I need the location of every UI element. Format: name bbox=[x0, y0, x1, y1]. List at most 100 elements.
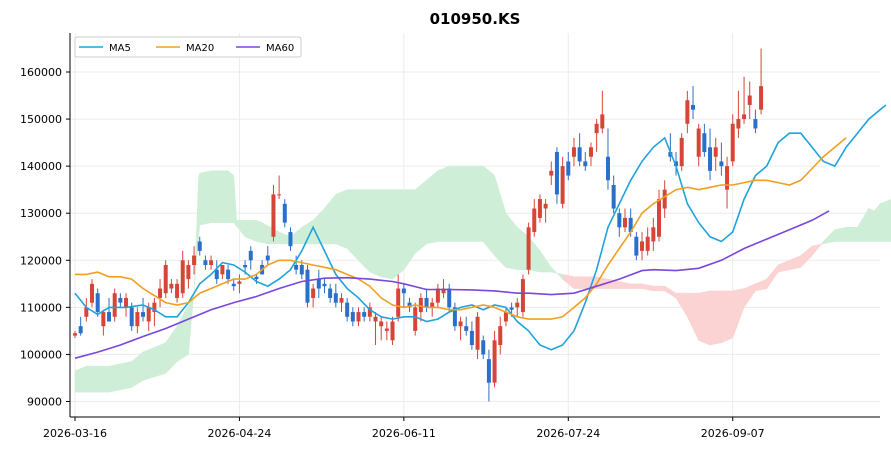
line-ma5 bbox=[74, 104, 887, 351]
candle-body bbox=[214, 269, 219, 280]
cloud-segment bbox=[199, 170, 212, 226]
candle-body bbox=[124, 297, 129, 308]
cloud-segment bbox=[811, 240, 824, 257]
legend-box bbox=[74, 36, 302, 58]
y-tick-label: 90000 bbox=[27, 396, 62, 409]
candle-body bbox=[84, 307, 89, 317]
candle-body bbox=[305, 269, 310, 303]
candle-body bbox=[532, 208, 537, 233]
x-tick-label: 2026-06-11 bbox=[372, 427, 436, 440]
cloud-segment bbox=[131, 351, 144, 388]
candle-body bbox=[634, 236, 639, 256]
candle-body bbox=[583, 161, 588, 167]
candle-body bbox=[679, 137, 684, 167]
cloud-segment bbox=[86, 365, 110, 393]
cloud-segment bbox=[108, 361, 132, 393]
cloud-segment bbox=[380, 189, 393, 280]
cloud-segment bbox=[845, 227, 858, 242]
candle-body bbox=[520, 279, 525, 313]
cloud-segment bbox=[743, 283, 756, 309]
cloud-segment bbox=[539, 249, 552, 273]
cloud-segment bbox=[789, 255, 802, 271]
cloud-segment bbox=[823, 228, 836, 245]
candle-body bbox=[226, 269, 231, 280]
candle-body bbox=[759, 86, 764, 110]
cloud-segment bbox=[494, 175, 507, 269]
cloud-segment bbox=[664, 285, 677, 299]
candle-body bbox=[135, 312, 140, 327]
cloud-segment bbox=[879, 198, 891, 242]
cloud-segment bbox=[426, 170, 439, 245]
candle-body bbox=[282, 203, 287, 223]
cloud-segment bbox=[868, 208, 875, 242]
candle-body bbox=[685, 100, 690, 124]
candle-body bbox=[243, 264, 248, 268]
candle-body bbox=[600, 114, 605, 129]
candle-body bbox=[447, 288, 452, 308]
cloud-segment bbox=[482, 165, 495, 257]
candle-body bbox=[588, 147, 593, 157]
candle-body bbox=[356, 312, 361, 322]
candle-body bbox=[333, 293, 338, 303]
candle-body bbox=[203, 260, 208, 265]
cloud-segment bbox=[392, 189, 405, 280]
cloud-segment bbox=[505, 212, 518, 271]
y-tick-label: 110000 bbox=[20, 301, 62, 314]
cloud-segment bbox=[233, 175, 237, 228]
y-tick-label: 140000 bbox=[20, 160, 62, 173]
candle-body bbox=[254, 276, 259, 280]
line-ma20 bbox=[75, 137, 847, 320]
line-ma60 bbox=[74, 210, 830, 359]
candle-body bbox=[265, 255, 270, 261]
candle-body bbox=[742, 114, 747, 120]
cloud-segment bbox=[261, 222, 269, 245]
cloud-segment bbox=[236, 219, 246, 238]
candle-body bbox=[424, 297, 429, 308]
legend-label-ma60: MA60 bbox=[266, 43, 294, 54]
candle-body bbox=[101, 312, 106, 327]
candle-body bbox=[605, 156, 610, 181]
cloud-segment bbox=[709, 290, 722, 346]
candle-body bbox=[288, 232, 293, 247]
candle-body bbox=[543, 203, 548, 209]
candle-body bbox=[328, 288, 333, 298]
cloud-segment bbox=[874, 202, 881, 242]
y-tick-label: 100000 bbox=[20, 348, 62, 361]
candle-body bbox=[175, 283, 180, 298]
cloud-segment bbox=[193, 177, 199, 294]
candle-body bbox=[373, 316, 378, 322]
y-tick-label: 150000 bbox=[20, 113, 62, 126]
candle-body bbox=[458, 321, 463, 327]
cloud-segment bbox=[403, 189, 416, 271]
y-tick-label: 160000 bbox=[20, 66, 62, 79]
candle-body bbox=[549, 170, 554, 176]
candle-body bbox=[78, 326, 83, 334]
candle-body bbox=[464, 326, 469, 331]
candle-body bbox=[560, 166, 565, 204]
candle-body bbox=[197, 241, 202, 251]
candle-body bbox=[725, 166, 730, 190]
legend-label-ma5: MA5 bbox=[109, 43, 131, 54]
cloud-segment bbox=[834, 226, 847, 242]
legend: MA5 MA20 MA60 bbox=[74, 36, 302, 58]
candle-body bbox=[668, 152, 673, 157]
candle-body bbox=[401, 288, 406, 294]
candle-body bbox=[271, 194, 276, 237]
candle-body bbox=[674, 161, 679, 167]
candle-body bbox=[753, 119, 758, 129]
cloud-segment bbox=[244, 219, 257, 242]
candle-body bbox=[390, 321, 395, 341]
cloud-segment bbox=[210, 170, 229, 223]
cloud-segment bbox=[227, 170, 235, 223]
candle-body bbox=[526, 227, 531, 270]
candle-body bbox=[640, 241, 644, 251]
candle-body bbox=[713, 147, 718, 157]
x-tick-label: 2026-04-24 bbox=[207, 427, 271, 440]
cloud-segment bbox=[755, 278, 768, 292]
candle-body bbox=[367, 307, 372, 317]
candle-body bbox=[747, 95, 752, 105]
cloud-segment bbox=[414, 179, 427, 254]
candle-body bbox=[430, 302, 435, 308]
moving-average-lines bbox=[74, 104, 887, 359]
candle-body bbox=[107, 312, 112, 322]
